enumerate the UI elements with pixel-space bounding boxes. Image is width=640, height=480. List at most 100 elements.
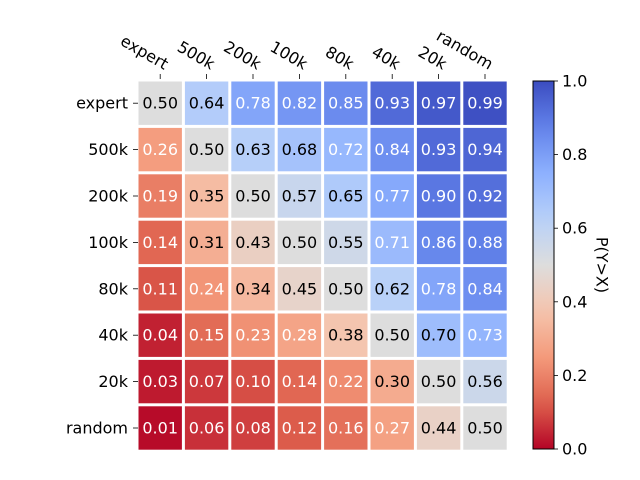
- colorbar-tick-label: 0.6: [562, 219, 587, 238]
- cell-value-label: 0.07: [189, 372, 225, 391]
- colorbar-tick-label: 1.0: [562, 72, 587, 91]
- cell-value-label: 0.23: [235, 326, 271, 345]
- cell-value-label: 0.45: [282, 279, 318, 298]
- heatmap-cell-100k-40k: [370, 220, 414, 265]
- cell-value-label: 0.56: [467, 372, 503, 391]
- heatmap-cell-80k-40k: [370, 267, 414, 311]
- cell-value-label: 0.15: [189, 326, 225, 345]
- y-tick-label-200k: 200k: [88, 187, 129, 206]
- heatmap-cell-random-80k: [324, 406, 368, 450]
- cell-value-label: 0.65: [328, 187, 364, 206]
- colorbar-label: P(Y>X): [593, 237, 612, 293]
- heatmap-cell-40k-20k: [416, 313, 461, 357]
- heatmap-cell-40k-random: [463, 313, 507, 357]
- colorbar-gradient: [532, 80, 555, 450]
- heatmap-cell-random-200k: [231, 406, 275, 450]
- cell-value-label: 0.50: [142, 94, 178, 113]
- heatmap-cell-20k-80k: [324, 359, 368, 404]
- cell-value-label: 0.26: [142, 140, 178, 159]
- heatmap-cell-40k-200k: [231, 313, 275, 357]
- heatmap-cell-expert-random: [463, 81, 507, 125]
- heatmap-cell-40k-expert: [138, 313, 182, 357]
- heatmap-cell-expert-100k: [277, 81, 322, 125]
- cell-value-label: 0.71: [374, 233, 410, 252]
- heatmap-cell-200k-random: [463, 174, 507, 218]
- heatmap-cell-80k-200k: [231, 267, 275, 311]
- y-tick-label-random: random: [66, 419, 128, 438]
- heatmap-cell-random-expert: [138, 406, 182, 450]
- heatmap-cell-500k-random: [463, 127, 507, 172]
- x-tick-label-500k: 500k: [174, 37, 219, 74]
- cell-value-label: 0.63: [235, 140, 271, 159]
- heatmap-cell-100k-random: [463, 220, 507, 265]
- heatmap-cell-200k-40k: [370, 174, 414, 218]
- cell-value-label: 0.12: [282, 419, 318, 438]
- cell-value-label: 0.08: [235, 419, 271, 438]
- cell-value-label: 0.93: [421, 140, 457, 159]
- cell-value-label: 0.50: [189, 140, 225, 159]
- cell-value-label: 0.50: [421, 372, 457, 391]
- heatmap-cell-40k-500k: [184, 313, 229, 357]
- heatmap-cell-80k-100k: [277, 267, 322, 311]
- cell-value-label: 0.03: [142, 372, 178, 391]
- heatmap-cell-500k-20k: [416, 127, 461, 172]
- cell-value-label: 0.06: [189, 419, 225, 438]
- colorbar-tick-label: 0.8: [562, 145, 587, 164]
- heatmap-cell-expert-500k: [184, 81, 229, 125]
- heatmap-cell-random-random: [463, 406, 507, 450]
- heatmap-cell-20k-random: [463, 359, 507, 404]
- cell-value-label: 0.44: [421, 419, 457, 438]
- heatmap-cell-random-500k: [184, 406, 229, 450]
- y-tick-label-100k: 100k: [88, 233, 129, 252]
- cell-value-label: 0.34: [235, 279, 271, 298]
- cell-value-label: 0.90: [421, 187, 457, 206]
- cell-value-label: 0.85: [328, 94, 364, 113]
- heatmap-cell-expert-80k: [324, 81, 368, 125]
- cell-value-label: 0.14: [142, 233, 178, 252]
- heatmap-cell-20k-40k: [370, 359, 414, 404]
- cell-value-label: 0.50: [328, 279, 364, 298]
- heatmap-cell-40k-100k: [277, 313, 322, 357]
- cell-value-label: 0.31: [189, 233, 225, 252]
- heatmap-cells: 0.50 0.64 0.78 0.82 0.85 0.93 0.97 0.99 0.26 0.50…: [138, 81, 507, 450]
- heatmap-cell-80k-80k: [324, 267, 368, 311]
- colorbar-tick-label: 0.2: [562, 366, 587, 385]
- heatmap-cell-random-20k: [416, 406, 461, 450]
- cell-value-label: 0.16: [328, 419, 364, 438]
- heatmap-cell-500k-500k: [184, 127, 229, 172]
- heatmap-cell-500k-100k: [277, 127, 322, 172]
- y-tick-label-500k: 500k: [88, 140, 129, 159]
- cell-value-label: 0.64: [189, 94, 225, 113]
- heatmap-cell-80k-500k: [184, 267, 229, 311]
- cell-value-label: 0.94: [467, 140, 503, 159]
- heatmap-cell-20k-expert: [138, 359, 182, 404]
- x-tick-label-80k: 80k: [322, 42, 358, 74]
- colorbar-tick-label: 0.4: [562, 292, 587, 311]
- y-tick-label-20k: 20k: [98, 372, 128, 391]
- cell-value-label: 0.50: [467, 419, 503, 438]
- cell-value-label: 0.68: [282, 140, 318, 159]
- cell-value-label: 0.78: [421, 279, 457, 298]
- y-tick-label-expert: expert: [76, 94, 128, 113]
- cell-value-label: 0.62: [374, 279, 410, 298]
- cell-value-label: 0.73: [467, 326, 503, 345]
- heatmap-cell-20k-20k: [416, 359, 461, 404]
- heatmap-cell-200k-100k: [277, 174, 322, 218]
- cell-value-label: 0.55: [328, 233, 364, 252]
- heatmap-cell-100k-500k: [184, 220, 229, 265]
- heatmap-cell-20k-500k: [184, 359, 229, 404]
- heatmap-cell-random-40k: [370, 406, 414, 450]
- cell-value-label: 0.22: [328, 372, 364, 391]
- heatmap-cell-expert-40k: [370, 81, 414, 125]
- cell-value-label: 0.86: [421, 233, 457, 252]
- cell-value-label: 0.24: [189, 279, 225, 298]
- heatmap-cell-100k-200k: [231, 220, 275, 265]
- cell-value-label: 0.88: [467, 233, 503, 252]
- x-tick-label-40k: 40k: [369, 42, 405, 74]
- cell-value-label: 0.35: [189, 187, 225, 206]
- heatmap-cell-100k-expert: [138, 220, 182, 265]
- heatmap-cell-40k-80k: [324, 313, 368, 357]
- cell-value-label: 0.72: [328, 140, 364, 159]
